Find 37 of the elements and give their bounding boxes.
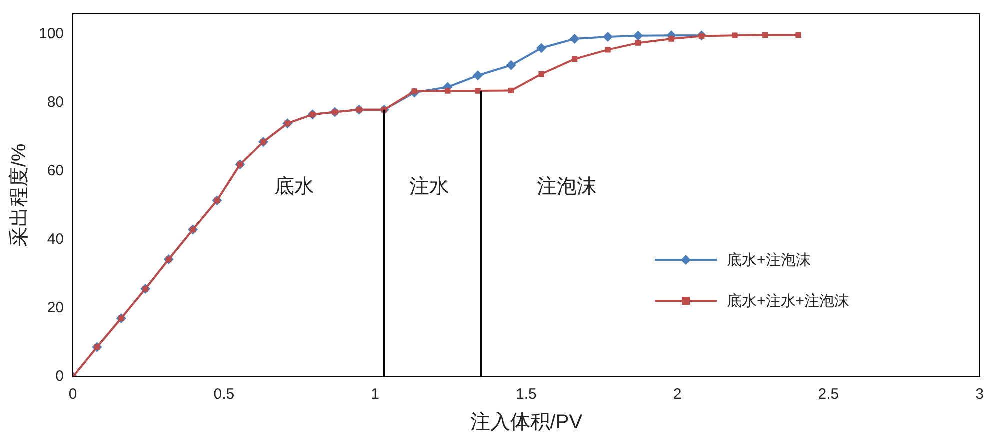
annotation: 注泡沫 [537,176,598,198]
point [475,88,481,94]
point [762,32,768,38]
annotation: 底水 [274,176,314,198]
x-tick-label: 3 [976,386,984,404]
point [506,60,516,70]
y-tick-label: 60 [47,162,64,180]
x-tick-label: 1 [371,386,380,404]
y-axis-title: 采出程度/% [8,144,31,248]
x-tick-label: 2 [673,386,682,404]
point [668,36,674,42]
point [635,40,642,46]
point [603,32,614,42]
annotation: 注水 [409,176,450,198]
legend-label: 底水+注水+注泡沫 [727,292,850,310]
x-tick-label: 0.5 [214,386,235,404]
point [570,34,580,44]
x-axis-title: 注入体积/PV [470,412,584,434]
point [536,43,547,54]
x-tick-label: 0 [68,386,78,404]
legend-label: 底水+注泡沫 [727,250,811,270]
y-tick-label: 80 [47,94,64,112]
point [473,70,484,81]
x-tick-label: 1.5 [516,386,537,404]
point [445,88,451,94]
point [605,47,611,53]
y-tick-label: 0 [56,368,64,386]
y-tick-label: 20 [47,300,64,317]
point [508,88,514,94]
point [633,30,644,41]
y-tick-label: 40 [47,231,64,248]
point [572,56,578,62]
y-tick-label: 100 [38,26,64,43]
point [732,32,738,38]
point [538,71,544,78]
x-tick-label: 2.5 [818,386,840,404]
point [796,32,802,38]
